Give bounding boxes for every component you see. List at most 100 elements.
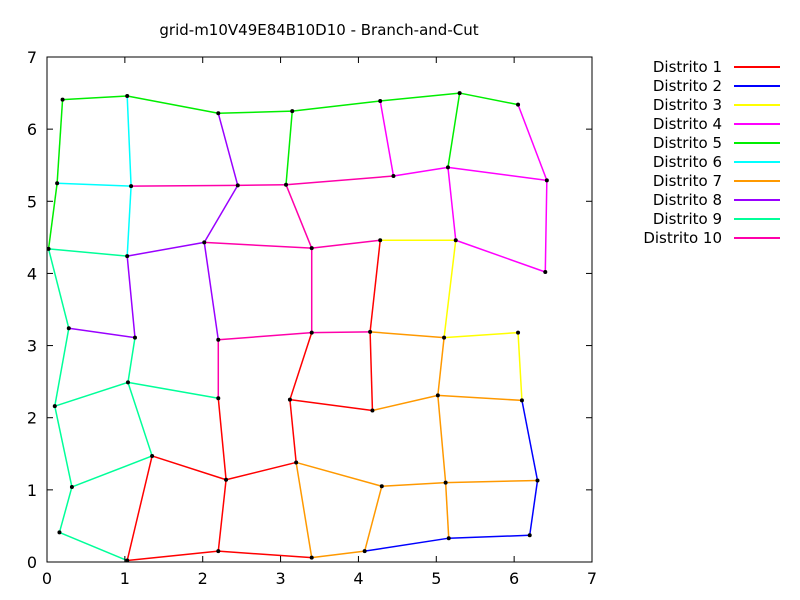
y-tick-label: 4 [27, 264, 37, 283]
edge-10-3 [285, 175, 394, 186]
points-layer [46, 91, 549, 563]
edge-7-3 [437, 394, 522, 402]
edge-2-3 [528, 480, 539, 536]
edge-4-1 [379, 100, 395, 177]
vertex-point [435, 393, 440, 398]
x-tick-label: 5 [431, 569, 441, 588]
edge-5-6 [459, 92, 519, 106]
legend-label: Distrito 6 [653, 153, 722, 171]
edge-3-2 [443, 240, 457, 338]
edge-8-4 [126, 256, 136, 338]
vertex-point [202, 240, 207, 245]
vertex-point [457, 91, 462, 96]
vertex-point [216, 111, 221, 116]
edge-8-3 [127, 241, 205, 257]
vertex-point [445, 165, 450, 170]
vertex-point [442, 335, 447, 340]
vertex-point [446, 536, 451, 541]
edge-1-1 [127, 550, 219, 562]
edge-5-8 [47, 183, 58, 249]
edge-8-2 [203, 185, 239, 243]
edge-9-10 [58, 486, 73, 533]
legend-label: Distrito 9 [653, 210, 722, 228]
edge-10-5 [204, 241, 312, 249]
vertex-point [129, 184, 134, 189]
edge-1-12 [369, 240, 381, 332]
edge-1-5 [217, 479, 227, 552]
vertex-point [379, 484, 384, 489]
edge-5-3 [218, 110, 293, 115]
edge-7-6 [295, 461, 382, 487]
edge-7-4 [437, 337, 445, 396]
vertex-point [362, 549, 367, 554]
edge-1-7 [217, 398, 227, 480]
vertex-point [224, 477, 229, 482]
edge-5-1 [62, 95, 128, 101]
vertex-point [378, 238, 383, 243]
legend-label: Distrito 4 [653, 115, 722, 133]
edge-1-4 [151, 455, 227, 481]
vertex-point [125, 380, 130, 385]
chart-title: grid-m10V49E84B10D10 - Branch-and-Cut [159, 21, 478, 39]
edge-1-8 [289, 399, 297, 463]
edge-8-6 [203, 242, 220, 340]
edge-10-6 [311, 239, 381, 249]
edge-7-11 [363, 486, 383, 552]
y-tick-label: 3 [27, 337, 37, 356]
edge-1-9 [289, 398, 373, 412]
vertex-point [309, 555, 314, 560]
edge-7-12 [311, 550, 365, 559]
y-tick-label: 6 [27, 120, 37, 139]
edge-6-3 [126, 186, 132, 257]
edge-7-9 [444, 482, 450, 539]
vertex-point [309, 330, 314, 335]
edge-2-1 [364, 537, 449, 552]
vertex-point [543, 269, 548, 274]
edge-1-10 [289, 332, 313, 400]
vertex-point [516, 102, 521, 107]
x-tick-label: 2 [198, 569, 208, 588]
x-tick-label: 7 [587, 569, 597, 588]
edge-9-3 [54, 328, 70, 407]
vertex-point [368, 329, 373, 334]
edge-1-3 [126, 455, 153, 561]
edge-5-2 [127, 95, 219, 115]
vertex-point [52, 404, 57, 409]
vertex-point [519, 398, 524, 403]
vertex-point [284, 182, 289, 187]
vertex-point [55, 181, 60, 186]
edge-9-2 [47, 248, 70, 329]
edge-3-3 [444, 331, 519, 339]
vertex-point [132, 335, 137, 340]
edge-4-7 [517, 104, 548, 181]
edge-7-8 [445, 479, 538, 484]
vertex-point [535, 478, 540, 483]
edge-4-6 [455, 239, 546, 273]
vertex-point [544, 178, 549, 183]
edge-5-7 [56, 99, 64, 184]
vertex-point [216, 337, 221, 342]
legend-label: Distrito 1 [653, 58, 722, 76]
vertex-point [453, 238, 458, 243]
vertex-point [60, 97, 65, 102]
vertex-point [150, 453, 155, 458]
edge-9-1 [48, 248, 128, 257]
edge-7-2 [372, 394, 439, 412]
y-tick-label: 1 [27, 481, 37, 500]
legend-label: Distrito 10 [643, 229, 722, 247]
edge-10-1 [131, 184, 238, 187]
edge-1-6 [225, 461, 297, 481]
vertex-point [391, 174, 396, 179]
vertex-point [290, 109, 295, 114]
vertex-point [235, 183, 240, 188]
edge-5-5 [380, 92, 460, 102]
vertex-point [57, 530, 62, 535]
edge-5-10 [447, 92, 461, 168]
y-tick-label: 5 [27, 192, 37, 211]
edge-8-5 [68, 327, 136, 339]
edges-layer [47, 92, 548, 562]
vertex-point [125, 254, 130, 259]
edge-9-6 [127, 381, 219, 399]
